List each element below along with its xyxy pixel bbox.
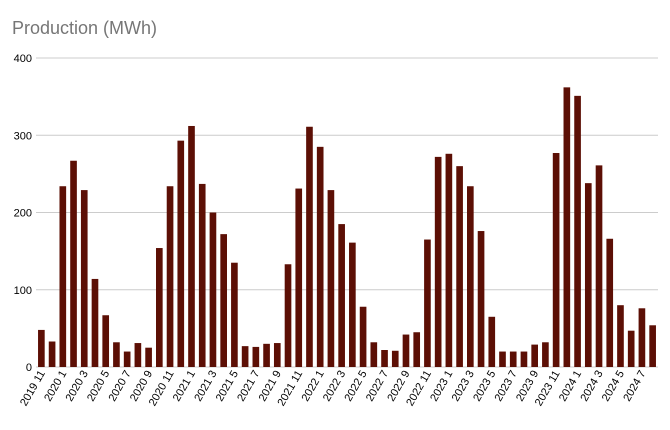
bar-2022-2: [327, 190, 335, 367]
bar-2022-5: [359, 306, 367, 367]
bar-2021-7: [252, 346, 260, 367]
bar-2024-2: [584, 183, 592, 367]
y-axis-tick-labels: 0 100 200 300 400: [14, 53, 32, 374]
bar-2021-5: [231, 262, 238, 367]
bar-2021-11: [295, 188, 303, 367]
bar-2020-4: [91, 278, 99, 367]
bar-2024-7: [638, 308, 646, 367]
bar-2023-12: [563, 87, 571, 367]
bar-2022-3: [338, 224, 345, 367]
bar-2021-1: [188, 125, 195, 367]
bar-2024-3: [595, 165, 603, 367]
bar-2020-12: [177, 140, 185, 367]
bar-2021-12: [306, 126, 313, 367]
bar-2022-10: [413, 332, 421, 367]
bars: [38, 87, 656, 367]
bar-2024-4: [606, 238, 614, 367]
y-tick-label: 300: [14, 130, 32, 142]
bar-2024-5: [617, 305, 624, 367]
bar-2022-6: [370, 342, 378, 367]
bar-2023-5: [488, 316, 496, 367]
bar-2023-9: [531, 344, 538, 367]
bar-2020-5: [102, 315, 110, 367]
bar-2020-2: [70, 160, 77, 367]
bar-2022-8: [391, 350, 399, 367]
bar-2019-11: [38, 329, 45, 367]
bar-2022-7: [381, 350, 388, 367]
y-tick-label: 100: [14, 285, 32, 297]
bar-2023-3: [467, 186, 474, 367]
bar-2022-9: [402, 334, 410, 367]
bar-2021-3: [209, 212, 217, 367]
bar-2020-3: [80, 190, 88, 367]
bar-2023-11: [552, 153, 560, 367]
bar-2021-2: [198, 183, 206, 367]
y-tick-label: 0: [26, 362, 32, 374]
bar-2020-11: [166, 186, 174, 367]
bar-2023-1: [445, 153, 453, 367]
bar-2023-7: [509, 351, 517, 367]
bar-2020-8: [134, 343, 142, 367]
bar-2023-6: [499, 351, 506, 367]
bar-2021-4: [220, 234, 227, 367]
bar-2019-12: [48, 341, 56, 367]
bar-2023-8: [520, 351, 528, 367]
bar-2022-12: [434, 156, 442, 367]
chart-title: Production (MWh): [12, 18, 158, 38]
bar-2021-10: [284, 264, 292, 367]
y-tick-label: 200: [14, 208, 32, 220]
bar-2023-2: [456, 166, 463, 367]
y-tick-label: 400: [14, 53, 32, 65]
bar-2023-4: [477, 231, 485, 367]
bar-2021-9: [273, 343, 281, 367]
bar-2024-1: [574, 95, 581, 367]
bar-2021-8: [263, 343, 270, 367]
bar-2023-10: [542, 342, 549, 367]
bar-2020-6: [113, 342, 120, 367]
bar-2022-4: [349, 242, 356, 367]
bar-2024-8: [649, 325, 656, 367]
bar-2020-7: [123, 351, 131, 367]
bar-2020-9: [145, 347, 152, 367]
bar-2020-1: [59, 186, 67, 367]
x-tick-label: 2019 11: [18, 369, 48, 409]
bar-2022-1: [316, 146, 324, 367]
bar-2021-6: [241, 346, 249, 367]
bar-2024-6: [627, 330, 635, 367]
bar-2022-11: [424, 239, 431, 367]
bar-2020-10: [156, 248, 163, 367]
